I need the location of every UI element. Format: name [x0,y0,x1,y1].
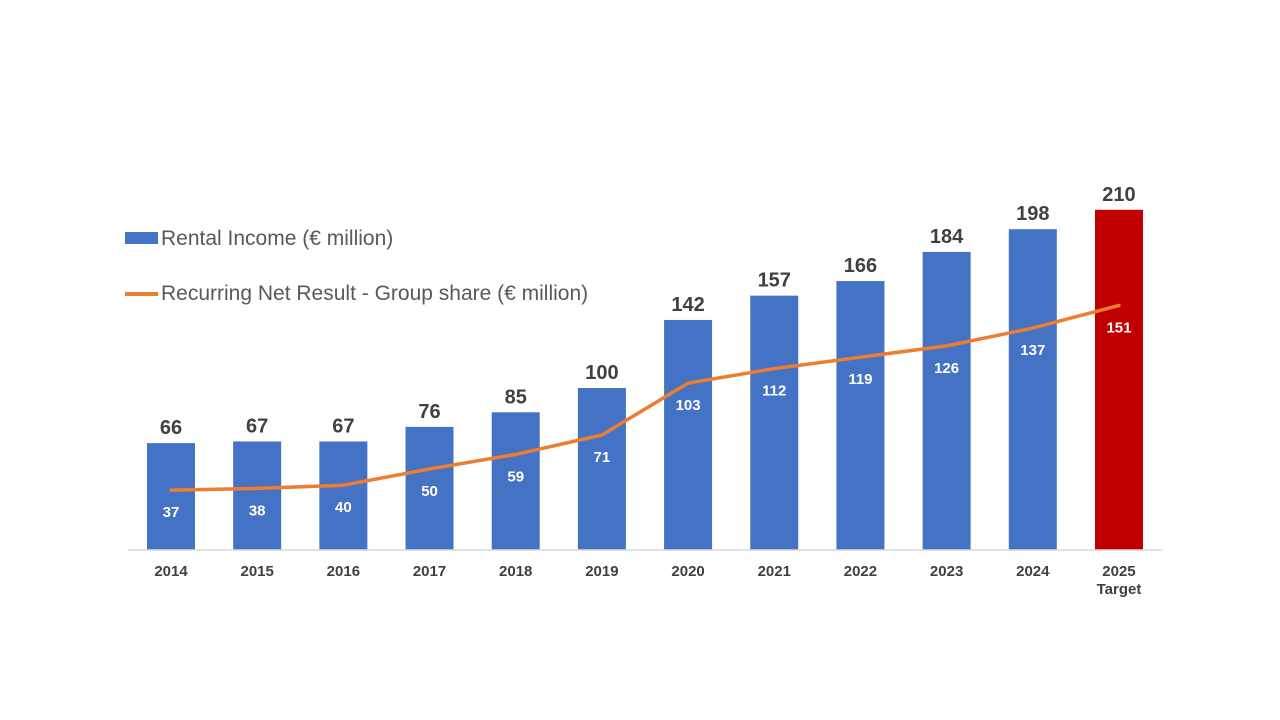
bar-value-label-2023: 184 [930,226,964,248]
bar-2017 [405,426,454,550]
line-value-label-2023: 126 [934,360,959,377]
bar-value-label-2020: 142 [671,294,704,316]
bar-value-label-2018: 85 [505,386,527,408]
bar-2024 [1008,229,1057,551]
bar-value-label-2024: 198 [1016,203,1049,225]
legend-label-rental-income: Rental Income (€ million) [161,227,393,250]
legend: Rental Income (€ million) Recurring Net … [125,227,588,305]
line-value-label-2019: 71 [594,449,611,466]
bar-2015 [233,441,282,550]
line-value-label-2015: 38 [249,502,266,519]
line-series-group [169,303,1121,492]
line-value-label-2022: 119 [848,371,872,388]
legend-label-recurring-net-result: Recurring Net Result - Group share (€ mi… [161,282,588,305]
bars-group [147,209,1143,551]
line-value-label-2024: 137 [1020,342,1045,359]
x-tick-label-2014: 2014 [154,563,188,580]
line-value-label-2014: 37 [163,504,180,521]
line-value-label-2017: 50 [421,483,438,500]
bar-2014 [147,443,195,550]
x-tick-label-2022: 2022 [844,563,877,580]
labels-group: 66 67 67 76 85 100 142 157 166 184 198 210 37 38 40 50 5… [160,184,1136,521]
bar-2019 [577,388,626,550]
bar-2020 [664,319,713,550]
bar-value-label-2025: 210 [1102,184,1135,206]
x-ticks-group: 2014 2015 2016 2017 2018 2019 2020 2021 2022 2023… [154,563,1141,598]
bar-2021 [750,295,799,550]
bar-value-label-2022: 166 [844,255,877,277]
line-value-label-2016: 40 [335,499,352,516]
line-value-label-2018: 59 [507,468,524,485]
bar-value-label-2016: 67 [332,415,354,437]
bar-2018 [491,412,540,550]
line-value-label-2020: 103 [676,397,701,414]
bar-value-label-2017: 76 [418,401,440,423]
x-tick-label-2018: 2018 [499,563,532,580]
x-tick-label-2016: 2016 [327,563,360,580]
x-tick-label-2020: 2020 [671,563,704,580]
x-tick-label-2025: 2025 [1102,563,1135,580]
x-tick-label-2021: 2021 [758,563,791,580]
x-tick-label-2017: 2017 [413,563,446,580]
x-tick-label-2019: 2019 [585,563,618,580]
legend-swatch-rental-income [125,232,158,244]
line-value-label-2021: 112 [762,383,786,400]
line-value-label-2025: 151 [1106,319,1131,336]
x-tick-label-2015: 2015 [240,563,273,580]
bar-2016 [319,441,368,550]
bar-2025 [1094,209,1143,551]
bar-value-label-2014: 66 [160,417,182,439]
x-tick-sublabel-2025: Target [1097,581,1142,598]
bar-value-label-2015: 67 [246,415,268,437]
bar-2022 [836,281,885,550]
x-tick-label-2024: 2024 [1016,563,1050,580]
x-tick-label-2023: 2023 [930,563,963,580]
bar-value-label-2021: 157 [758,270,791,292]
line-recurring-net-result [169,303,1121,492]
bar-2023 [922,251,971,551]
bar-value-label-2019: 100 [585,362,618,384]
